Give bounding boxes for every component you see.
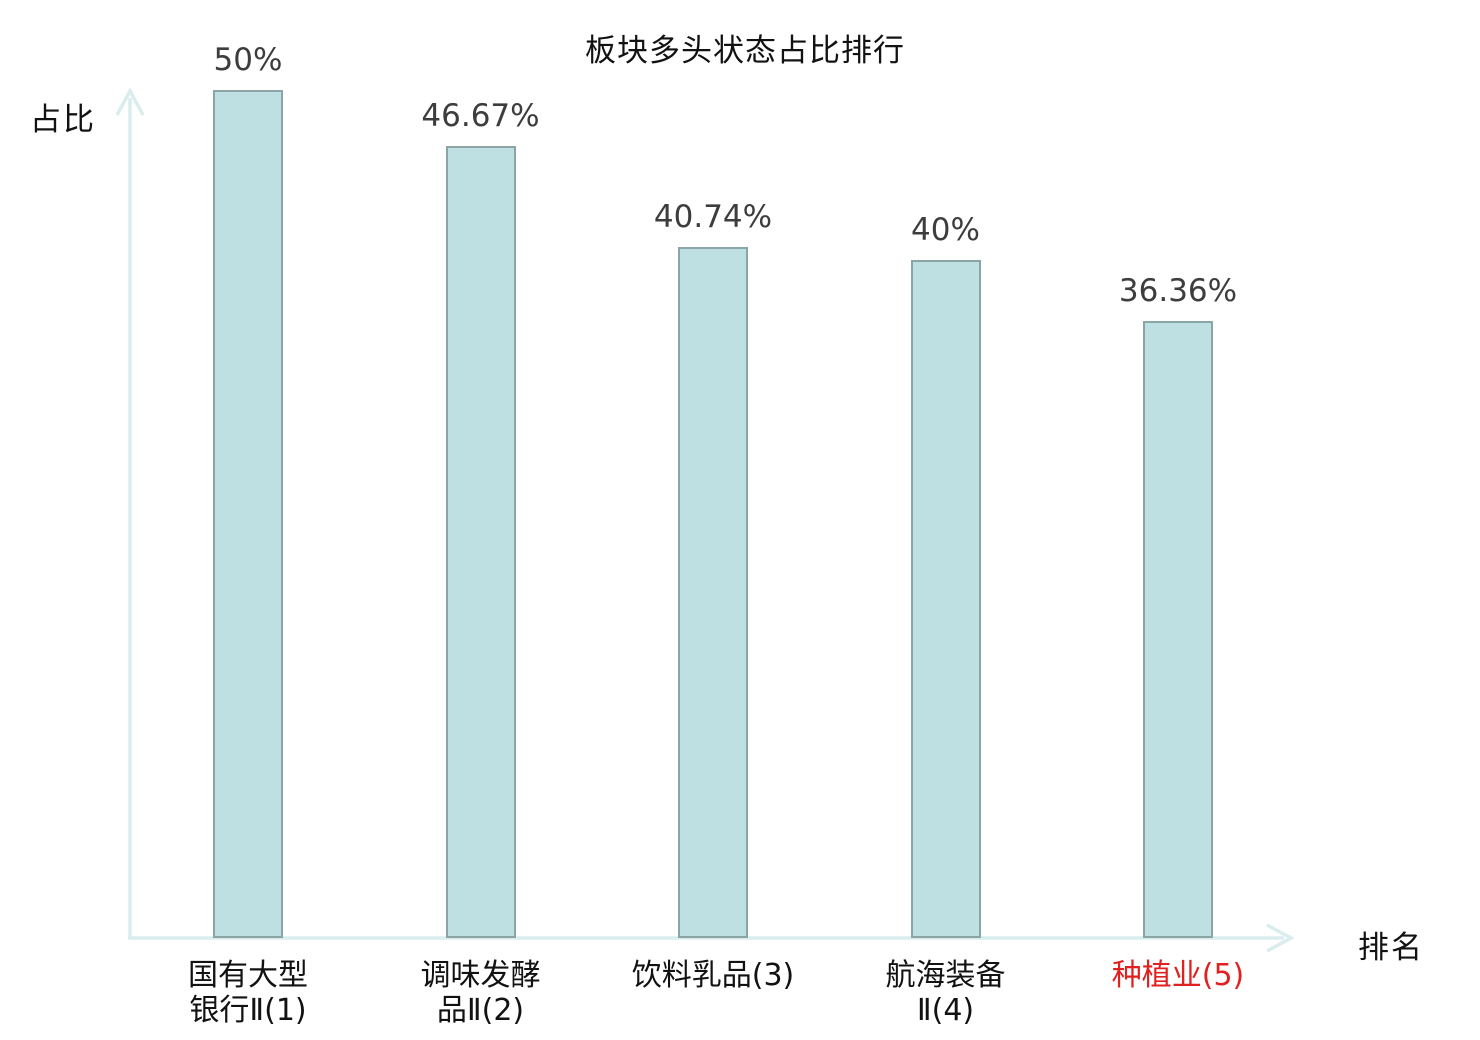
category-label: 种植业(5): [1048, 958, 1308, 993]
bar-3: [678, 247, 748, 938]
bar-1: [213, 90, 283, 938]
bar-value-label: 40%: [911, 212, 980, 248]
category-label-line: 航海装备: [885, 958, 1006, 993]
category-label-line: Ⅱ(4): [916, 993, 975, 1028]
bar-5: [1143, 321, 1213, 938]
bar-value-label: 36.36%: [1118, 273, 1238, 309]
category-label: 国有大型 银行Ⅱ(1): [118, 958, 378, 1028]
chart-title: 板块多头状态占比排行: [585, 33, 905, 69]
category-label-line: 银行Ⅱ(1): [189, 993, 307, 1028]
category-label: 航海装备 Ⅱ(4): [816, 958, 1076, 1028]
x-axis-arrow-icon: [1266, 923, 1295, 953]
bar-2: [445, 146, 516, 938]
y-axis-label: 占比: [30, 102, 96, 138]
y-axis-arrow-icon: [115, 87, 145, 116]
category-label-line: 国有大型: [188, 958, 308, 993]
category-label: 调味发酵 品Ⅱ(2): [351, 958, 611, 1028]
bar-value-label: 46.67%: [421, 98, 540, 134]
x-axis-label: 排名: [1358, 930, 1424, 966]
category-label: 饮料乳品(3): [583, 958, 843, 993]
category-label-line: 种植业(5): [1111, 958, 1245, 993]
category-label-line: 调味发酵: [420, 958, 541, 993]
bar-value-label: 40.74%: [653, 199, 773, 235]
category-label-line: 品Ⅱ(2): [436, 993, 525, 1028]
category-label-line: 饮料乳品(3): [631, 958, 795, 993]
bar-4: [910, 260, 981, 938]
bar-value-label: 50%: [213, 42, 283, 78]
